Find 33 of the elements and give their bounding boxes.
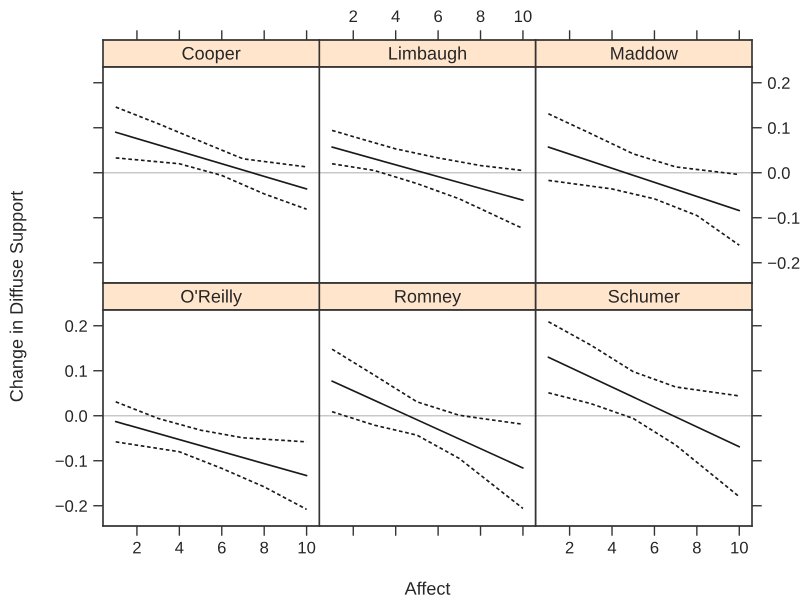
y-tick-label: 0.0 — [768, 167, 790, 179]
x-tick-label: 6 — [218, 542, 226, 554]
y-tick-label: −0.2 — [768, 257, 800, 269]
chart-title: Limbaugh — [389, 46, 466, 64]
chart-title: Maddow — [611, 46, 678, 60]
chart-title: Romney — [395, 290, 462, 306]
chart-title: Cooper — [182, 46, 240, 64]
x-tick-label: 4 — [608, 542, 616, 554]
x-tick-label: 10 — [514, 10, 532, 22]
y-tick-label: 0.2 — [65, 320, 87, 332]
x-tick-label: 10 — [731, 542, 748, 554]
x-tick-label: 4 — [175, 542, 184, 554]
y-tick-label: 0.1 — [768, 122, 790, 134]
x-tick-label: 4 — [391, 10, 400, 22]
y-tick-label: 0.1 — [65, 365, 87, 377]
x-tick-label: 2 — [566, 542, 574, 554]
chart-title: O'Reilly — [181, 289, 242, 306]
x-tick-label: 6 — [650, 542, 658, 554]
x-tick-label: 6 — [434, 10, 442, 22]
x-tick-label: 8 — [692, 542, 701, 554]
y-tick-label: −0.2 — [56, 500, 87, 512]
y-tick-label: −0.1 — [56, 455, 87, 467]
y-tick-label: 0.2 — [768, 77, 790, 89]
chart-title: Schumer — [608, 289, 680, 303]
y-tick-label: −0.1 — [768, 212, 800, 224]
x-tick-label: 10 — [298, 542, 316, 554]
y-tick-label: 0.0 — [65, 410, 88, 422]
x-axis-title: Affect — [404, 582, 450, 595]
x-tick-label: 8 — [476, 10, 484, 22]
x-tick-label: 8 — [260, 542, 268, 554]
y-axis-title: Change in Diffuse Support — [10, 190, 26, 402]
x-tick-label: 2 — [349, 10, 358, 22]
x-tick-label: 2 — [133, 542, 141, 554]
